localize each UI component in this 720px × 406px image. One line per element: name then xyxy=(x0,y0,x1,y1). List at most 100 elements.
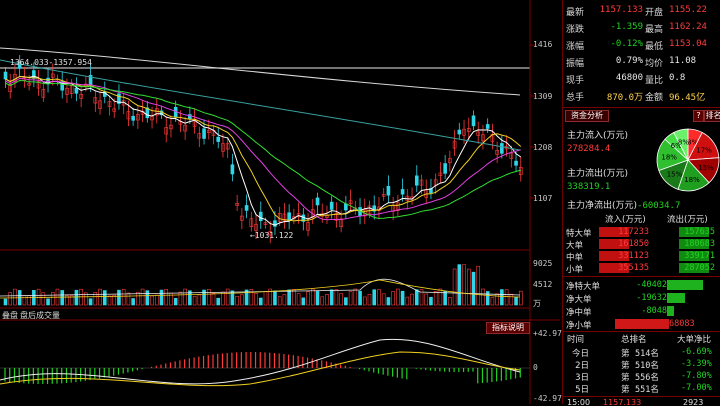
volume-bar xyxy=(126,292,131,306)
inflow-bar xyxy=(599,263,629,273)
flow-row: 小单 355135 287052 xyxy=(563,262,720,275)
volume-bar xyxy=(230,290,235,306)
tab-after-hours-volume[interactable]: 盘后成交量 xyxy=(20,311,60,320)
candle-body xyxy=(443,163,447,174)
volume-bar xyxy=(424,293,429,306)
volume-bar xyxy=(344,297,348,306)
rank-number: 556名 xyxy=(635,373,659,383)
main-net-outflow-row: 主力净流出(万元)-60034.7 xyxy=(567,198,680,211)
candle-body xyxy=(254,223,258,231)
volume-bar xyxy=(254,293,258,306)
candle-body xyxy=(471,115,476,127)
volume-bar xyxy=(466,268,471,306)
flow-in-value: 355135 xyxy=(618,263,649,273)
volume-bar xyxy=(150,295,154,306)
candle-body xyxy=(32,70,36,79)
main-net-outflow-label: 主力净流出(万元) xyxy=(567,201,638,211)
candle-body xyxy=(240,215,244,221)
main-outflow-value: 338319.1 xyxy=(567,182,611,192)
volume-bar xyxy=(419,289,424,306)
volume-bar xyxy=(452,268,457,306)
volume-bar xyxy=(410,293,414,306)
volume-bar xyxy=(178,291,183,306)
candle-body xyxy=(50,73,55,78)
flow-out-value: 180683 xyxy=(684,239,715,249)
volume-bar xyxy=(433,291,438,306)
rank-bignet-ratio: -7.00% xyxy=(681,383,712,393)
net-flow-row: 净小单 68083 xyxy=(563,318,720,331)
pie-slice-label: 18% xyxy=(661,153,677,161)
candle-body xyxy=(509,152,514,159)
candle-body xyxy=(65,87,69,95)
main-inflow-value: 278284.4 xyxy=(567,144,611,154)
indicator-help-button[interactable]: 指标说明 xyxy=(486,322,530,334)
tab-rank[interactable]: 排名 xyxy=(704,110,720,122)
rank-bignet-header: 大单净比 xyxy=(677,335,712,345)
candle-body xyxy=(448,158,452,164)
kline-chart-canvas[interactable] xyxy=(0,0,560,404)
candle-body xyxy=(296,213,301,217)
quote-value: 870.0万 xyxy=(606,93,643,103)
volume-bar xyxy=(348,291,353,306)
flow-out-value: 157635 xyxy=(684,227,715,237)
volume-bar xyxy=(462,264,466,306)
candle-body xyxy=(414,175,419,186)
price-axis-label: 1416 xyxy=(533,40,553,49)
quote-label: 金额 xyxy=(645,93,664,103)
candle-body xyxy=(131,115,135,121)
volume-axis-label: 9025 xyxy=(533,259,553,268)
flow-row-name: 小单 xyxy=(566,265,584,275)
volume-bar xyxy=(296,293,301,306)
macd-dif-line xyxy=(0,338,521,385)
candle-body xyxy=(329,201,334,210)
quote-value: 1162.24 xyxy=(669,22,707,32)
volume-bar xyxy=(263,291,268,306)
candle-body xyxy=(216,136,221,142)
rank-bignet-ratio: -7.80% xyxy=(681,371,712,381)
help-button[interactable]: ? xyxy=(693,110,704,122)
volume-bar xyxy=(93,292,98,306)
volume-bar xyxy=(320,296,325,306)
quote-value: 1153.04 xyxy=(669,39,707,49)
quote-panel: 最新 1157.133 开盘 1155.22 涨跌 -1.359 最高 1162.24 涨幅 -0… xyxy=(562,0,720,406)
inflow-bar xyxy=(599,239,629,249)
volume-bar xyxy=(268,288,273,306)
moving-average-line xyxy=(5,77,521,221)
volume-bar xyxy=(65,295,69,306)
rank-total-header: 总排名 xyxy=(621,335,647,345)
quote-label: 量比 xyxy=(645,76,664,86)
volume-bar xyxy=(235,296,239,306)
volume-bar xyxy=(140,288,145,306)
candle-body xyxy=(367,205,372,215)
net-flow-name: 净小单 xyxy=(566,321,592,331)
moving-average-line xyxy=(5,75,522,226)
flow-row: 中单 331123 339171 xyxy=(563,250,720,263)
tab-fund-analysis[interactable]: 资金分析 xyxy=(565,110,609,122)
quote-label: 振幅 xyxy=(566,59,585,69)
candle-body xyxy=(60,81,65,91)
candle-body xyxy=(164,127,169,135)
kline-chart-area[interactable]: 1416 1309 1208 1107 9025 4512 万 +42.97 0… xyxy=(0,0,562,404)
flow-out-value: 287052 xyxy=(684,263,715,273)
net-flow-row: 净中单 -8048 xyxy=(563,305,720,318)
volume-bar xyxy=(367,293,372,306)
volume-bar xyxy=(173,298,178,306)
low-price-annotation: ←1031.122 xyxy=(250,231,294,240)
tab-overlay[interactable]: 叠盘 xyxy=(2,311,18,320)
rank-row: 2日 第 510名 -3.39% xyxy=(563,359,720,371)
candle-body xyxy=(27,82,31,86)
volume-bar xyxy=(84,292,88,306)
net-flow-name: 净特大单 xyxy=(566,282,601,292)
pie-slice-label: 8% xyxy=(687,138,698,146)
rank-number: 551名 xyxy=(635,385,659,395)
candle-body xyxy=(452,140,457,149)
volume-bar xyxy=(225,288,230,306)
volume-bar xyxy=(41,292,46,306)
net-flow-bar xyxy=(667,293,685,303)
volume-bar xyxy=(192,295,197,306)
macd-axis-label: +42.97 xyxy=(533,329,562,338)
candle-body xyxy=(221,143,225,152)
volume-bar xyxy=(240,294,244,306)
candle-body xyxy=(485,124,490,129)
volume-bar xyxy=(438,288,443,306)
